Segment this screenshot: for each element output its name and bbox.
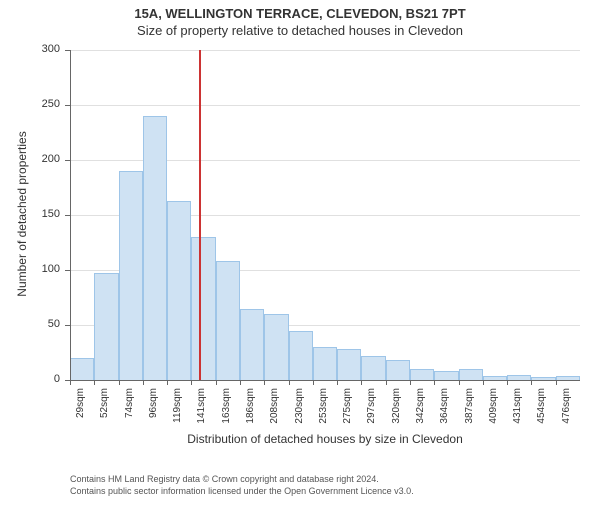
y-tick-label: 100 <box>30 263 60 275</box>
histogram-bar <box>410 369 434 380</box>
x-tick-label: 409sqm <box>488 388 499 428</box>
y-tick-label: 0 <box>30 373 60 385</box>
histogram-bar <box>434 371 458 380</box>
x-tick <box>240 380 241 385</box>
x-tick-label: 163sqm <box>221 388 232 428</box>
x-tick <box>191 380 192 385</box>
x-tick-label: 342sqm <box>415 388 426 428</box>
x-tick-label: 230sqm <box>294 388 305 428</box>
histogram-bar <box>70 358 94 380</box>
x-tick-label: 387sqm <box>464 388 475 428</box>
histogram-bar <box>459 369 483 380</box>
x-tick <box>337 380 338 385</box>
histogram-bar <box>240 309 264 381</box>
y-tick <box>65 215 70 216</box>
footer-line-2: Contains public sector information licen… <box>70 486 414 498</box>
chart-title-sub: Size of property relative to detached ho… <box>0 23 600 38</box>
x-tick-label: 320sqm <box>391 388 402 428</box>
y-tick <box>65 325 70 326</box>
x-tick <box>289 380 290 385</box>
y-tick <box>65 160 70 161</box>
x-tick-label: 208sqm <box>269 388 280 428</box>
x-tick-label: 119sqm <box>172 388 183 428</box>
x-tick-label: 454sqm <box>536 388 547 428</box>
y-tick <box>65 50 70 51</box>
x-tick <box>313 380 314 385</box>
y-tick-label: 300 <box>30 43 60 55</box>
x-tick-label: 297sqm <box>366 388 377 428</box>
histogram-bar <box>361 356 385 380</box>
histogram-bar <box>167 201 191 380</box>
histogram-bar <box>191 237 215 380</box>
x-tick <box>94 380 95 385</box>
y-tick-label: 150 <box>30 208 60 220</box>
histogram-bar <box>143 116 167 380</box>
x-tick <box>483 380 484 385</box>
histogram-bar <box>313 347 337 380</box>
x-tick <box>434 380 435 385</box>
x-tick-label: 364sqm <box>439 388 450 428</box>
footer-attribution: Contains HM Land Registry data © Crown c… <box>70 474 414 497</box>
histogram-bar <box>386 360 410 380</box>
histogram-bar <box>94 273 118 380</box>
x-tick <box>361 380 362 385</box>
x-tick <box>386 380 387 385</box>
x-tick-label: 186sqm <box>245 388 256 428</box>
x-tick <box>264 380 265 385</box>
y-tick-label: 200 <box>30 153 60 165</box>
x-tick <box>507 380 508 385</box>
chart-title-main: 15A, WELLINGTON TERRACE, CLEVEDON, BS21 … <box>0 6 600 21</box>
x-tick <box>143 380 144 385</box>
histogram-bar <box>264 314 288 380</box>
grid-line <box>70 50 580 51</box>
y-axis-label: Number of detached properties <box>15 114 29 314</box>
x-tick <box>410 380 411 385</box>
x-axis-line <box>70 380 580 381</box>
y-axis-line <box>70 50 71 380</box>
x-tick-label: 29sqm <box>75 388 86 428</box>
footer-line-1: Contains HM Land Registry data © Crown c… <box>70 474 414 486</box>
histogram-bar <box>119 171 143 380</box>
x-axis-label: Distribution of detached houses by size … <box>70 432 580 446</box>
x-tick <box>556 380 557 385</box>
x-tick-label: 141sqm <box>196 388 207 428</box>
x-tick-label: 253sqm <box>318 388 329 428</box>
property-marker-line <box>199 50 201 380</box>
x-tick-label: 74sqm <box>124 388 135 428</box>
y-tick-label: 250 <box>30 98 60 110</box>
x-tick <box>167 380 168 385</box>
x-tick-label: 96sqm <box>148 388 159 428</box>
histogram-bar <box>337 349 361 380</box>
x-tick <box>459 380 460 385</box>
y-tick <box>65 270 70 271</box>
x-tick <box>70 380 71 385</box>
histogram-bar <box>289 331 313 381</box>
x-tick <box>119 380 120 385</box>
x-tick-label: 275sqm <box>342 388 353 428</box>
x-tick-label: 52sqm <box>99 388 110 428</box>
x-tick-label: 431sqm <box>512 388 523 428</box>
grid-line <box>70 105 580 106</box>
histogram-bar <box>216 261 240 380</box>
x-tick <box>531 380 532 385</box>
x-tick-label: 476sqm <box>561 388 572 428</box>
y-tick-label: 50 <box>30 318 60 330</box>
y-tick <box>65 105 70 106</box>
histogram-chart <box>70 50 580 380</box>
x-tick <box>216 380 217 385</box>
